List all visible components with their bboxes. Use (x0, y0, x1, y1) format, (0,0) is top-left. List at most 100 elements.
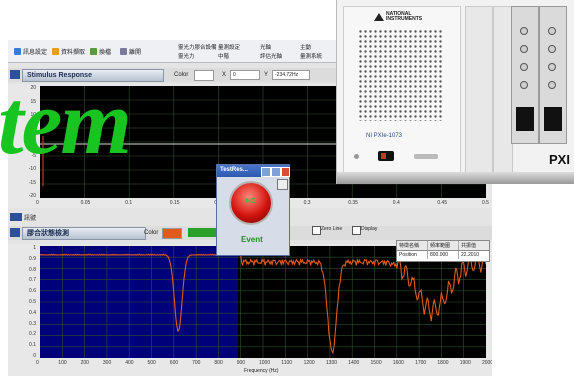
x-tick-label: 900 (236, 360, 246, 366)
y-tick-label: 0.3 (29, 320, 36, 327)
x-tick-label: 1600 (392, 360, 404, 366)
pxi-module (511, 6, 539, 144)
table-cell: 800.000 (428, 251, 459, 259)
panel-icon (10, 228, 20, 237)
y-tick-label: 5 (33, 125, 36, 132)
y-tick-label: 0 (33, 139, 36, 145)
toolbar-item-label: 離開 (129, 50, 142, 56)
bnc-connector (548, 63, 556, 71)
y-tick-label: 0 (33, 353, 36, 359)
table-header: 特徵名稱 (397, 241, 428, 250)
toolbar-item-settings[interactable]: 訊息設定 (14, 47, 47, 56)
x-tick-label: 0.35 (348, 200, 358, 206)
chassis-slot (493, 6, 513, 176)
ng-indicator-button[interactable]: NG (231, 183, 271, 223)
toolbar-item-label: 換檔 (99, 50, 112, 56)
header-cell: 中階 (218, 54, 230, 60)
y-tick-label: 0.9 (29, 255, 36, 262)
exit-icon (120, 48, 127, 55)
bnc-connector (548, 81, 556, 89)
x-tick-label: 1400 (348, 360, 360, 366)
color-label: Color (174, 72, 189, 78)
x-tick-label: 300 (102, 360, 112, 366)
panel-sublabel: 訊號 (24, 216, 37, 222)
x-tick-label: 0.3 (303, 200, 311, 206)
minimize-button[interactable] (261, 167, 271, 177)
header-cell: 靈光力 (178, 54, 195, 60)
zero-line-label: Zero Line (321, 226, 343, 232)
color-swatch[interactable] (194, 70, 214, 81)
bnc-connector (520, 45, 528, 53)
status-indicator (188, 228, 238, 237)
zero-line-checkbox[interactable] (312, 226, 321, 235)
overlay-text: tem (0, 71, 132, 173)
dialog-tool-icon[interactable] (277, 179, 288, 190)
pxi-module (539, 6, 567, 144)
bnc-connector (520, 81, 528, 89)
spectrum-trace (40, 252, 486, 355)
event-status: Event (241, 235, 263, 244)
toolbar-item-exit[interactable]: 離開 (120, 47, 141, 56)
bnc-connector (548, 45, 556, 53)
chassis-base (337, 172, 574, 184)
x-tick-label: 1100 (281, 360, 293, 366)
close-button[interactable] (281, 167, 290, 177)
y-label: Y (264, 72, 269, 78)
module-port (544, 107, 562, 131)
module-port (516, 107, 534, 131)
brand-line: NATIONAL (386, 11, 412, 17)
x-tick-label: 0.1 (125, 200, 133, 206)
top-y-axis: 20 15 10 5 0 -5 -10 -15 -20 (8, 84, 38, 202)
y-tick-label: 0.5 (29, 299, 36, 305)
y-tick-label: 0.8 (29, 266, 36, 273)
y-tick-label: 0.2 (29, 331, 36, 338)
x-tick-label: 1700 (415, 360, 427, 366)
y-tick-label: -5 (31, 152, 36, 159)
x-tick-label: 1200 (303, 360, 315, 366)
table-row[interactable]: Position 800.000 22.2010 (397, 251, 489, 259)
x-tick-label: 600 (169, 360, 179, 366)
bnc-connector (548, 27, 556, 35)
maximize-button[interactable] (271, 167, 281, 177)
y-tick-label: 0.6 (29, 288, 36, 295)
toolbar-item-acquire[interactable]: 資料擷取 (52, 47, 85, 56)
display-checkbox[interactable] (352, 226, 361, 235)
y-tick-label: 0.1 (29, 342, 36, 349)
toolbar-item-switch[interactable]: 換檔 (90, 47, 111, 56)
bottom-x-axis: 0 100 200 300 400 500 600 700 800 900 1000 1100 1200… (36, 360, 492, 368)
ni-logo-icon (374, 13, 384, 21)
x-tick-label: 0 (36, 360, 39, 366)
x-tick-label: 400 (125, 360, 134, 366)
table-header: 共振值 (461, 243, 477, 249)
x-axis-label: Frequency (Hz) (244, 368, 279, 374)
x-tick-label: 0.4 (392, 200, 400, 206)
toolbar-item-label: 訊息設定 (23, 50, 48, 56)
dialog-title: TestRes... (220, 167, 248, 173)
toolbar-item-label: 資料擷取 (61, 50, 86, 56)
x-tick-label: 1000 (259, 360, 271, 366)
table-header: 頻率範圍 (428, 241, 459, 250)
bottom-chart-area: 1 0.9 0.8 0.7 0.6 0.5 0.4 0.3 0.2 0.1 0 0 100 200 300… (8, 244, 492, 376)
y-tick-label: 1 (33, 245, 36, 251)
y-tick-label: 0.7 (29, 277, 36, 284)
pxi-logo: PXI (549, 152, 570, 167)
header-cell: 主動 (300, 45, 312, 51)
data-icon (52, 48, 59, 55)
power-switch[interactable] (378, 151, 394, 161)
y-value-field[interactable]: -234.72Hz (272, 70, 310, 80)
x-tick-label: 1900 (459, 360, 471, 366)
x-value-field[interactable]: 0 (230, 70, 260, 80)
color-swatch[interactable] (162, 228, 182, 239)
x-tick-label: 1300 (325, 360, 338, 366)
bnc-connector (520, 27, 528, 35)
x-tick-label: 0.5 (482, 200, 489, 206)
bottom-y-axis: 1 0.9 0.8 0.7 0.6 0.5 0.4 0.3 0.2 0.1 0 (8, 244, 38, 360)
x-label: X (222, 72, 227, 78)
bnc-connector (520, 63, 528, 71)
x-tick-label: 100 (58, 360, 67, 366)
brand-text: NATIONAL INSTRUMENTS (386, 12, 422, 22)
header-cell: 量測設定 (218, 45, 241, 51)
y-tick-label: 0.4 (29, 309, 36, 316)
vent-grille (358, 29, 444, 121)
bottom-panel-title: 膠合狀態檢測 (22, 227, 146, 240)
